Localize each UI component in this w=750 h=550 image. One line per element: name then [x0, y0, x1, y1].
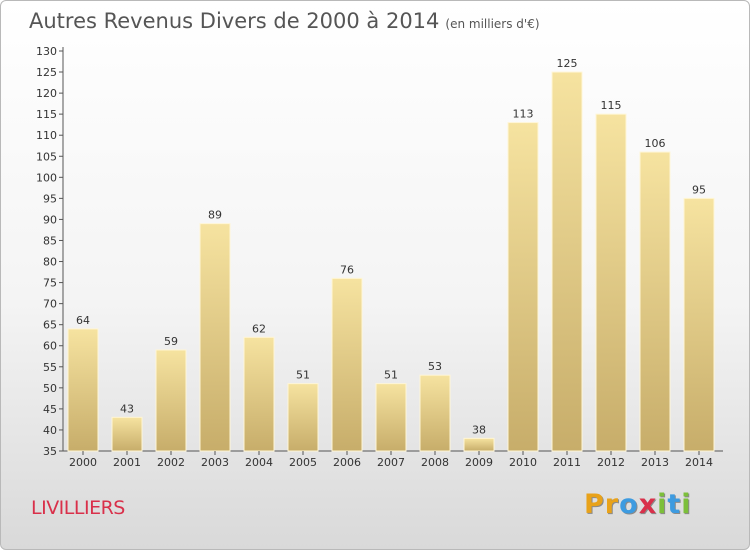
bar [287, 383, 319, 452]
chart-title-text: Autres Revenus Divers de 2000 à 2014 [29, 9, 440, 33]
x-tick-label: 2011 [553, 456, 581, 469]
bar [111, 416, 143, 452]
y-tick-label: 125 [36, 66, 57, 79]
bar [331, 277, 363, 452]
bar [199, 223, 231, 452]
x-tick-label: 2005 [289, 456, 317, 469]
place-name: LIVILLIERS [31, 497, 125, 519]
bar-value-label: 95 [692, 183, 706, 196]
y-tick-label: 50 [43, 382, 57, 395]
bar-value-label: 113 [513, 108, 534, 121]
bar [375, 383, 407, 452]
x-tick-label: 2014 [685, 456, 713, 469]
chart-title: Autres Revenus Divers de 2000 à 2014 (en … [29, 9, 540, 33]
x-tick-label: 2000 [69, 456, 97, 469]
bar-value-label: 51 [296, 369, 310, 382]
logo-letter: o [619, 489, 639, 520]
bar-value-label: 76 [340, 263, 354, 276]
logo-letter: x [638, 489, 658, 520]
x-tick-label: 2013 [641, 456, 669, 469]
y-tick-label: 35 [43, 445, 57, 458]
bar-value-label: 53 [428, 360, 442, 373]
logo-letter: t [667, 489, 682, 520]
bar [243, 336, 275, 452]
x-tick-label: 2001 [113, 456, 141, 469]
y-tick-label: 95 [43, 192, 57, 205]
bar-value-label: 125 [557, 57, 578, 70]
bar [463, 437, 495, 452]
proxiti-logo: Proxiti [584, 489, 692, 520]
y-tick-label: 130 [36, 45, 57, 58]
x-tick-label: 2003 [201, 456, 229, 469]
y-tick-label: 70 [43, 298, 57, 311]
bar [155, 349, 187, 452]
bar-value-label: 115 [601, 99, 622, 112]
logo-letter: i [657, 489, 668, 520]
bar [67, 328, 99, 452]
y-tick-label: 40 [43, 424, 57, 437]
x-tick-label: 2002 [157, 456, 185, 469]
y-tick-label: 110 [36, 129, 57, 142]
logo-letter: P [584, 489, 605, 520]
logo-letter: i [681, 489, 692, 520]
y-tick-label: 55 [43, 361, 57, 374]
logo-letter: r [604, 489, 620, 520]
bar-value-label: 59 [164, 335, 178, 348]
bar-value-label: 106 [645, 137, 666, 150]
bar-value-label: 62 [252, 322, 266, 335]
y-tick-label: 85 [43, 234, 57, 247]
bar-value-label: 64 [76, 314, 90, 327]
bar [419, 374, 451, 452]
y-tick-label: 100 [36, 171, 57, 184]
x-tick-label: 2006 [333, 456, 361, 469]
y-tick-label: 45 [43, 403, 57, 416]
bar [551, 71, 583, 452]
bar [507, 122, 539, 452]
x-tick-label: 2007 [377, 456, 405, 469]
x-tick-label: 2010 [509, 456, 537, 469]
bar [683, 197, 715, 452]
y-tick-label: 90 [43, 213, 57, 226]
x-tick-label: 2012 [597, 456, 625, 469]
y-tick-label: 120 [36, 87, 57, 100]
y-tick-label: 105 [36, 150, 57, 163]
bar-value-label: 43 [120, 402, 134, 415]
x-tick-label: 2009 [465, 456, 493, 469]
y-tick-label: 60 [43, 340, 57, 353]
bar-value-label: 51 [384, 369, 398, 382]
bar [639, 151, 671, 452]
y-tick-label: 115 [36, 108, 57, 121]
y-tick-label: 75 [43, 277, 57, 290]
bar [595, 113, 627, 452]
y-tick-label: 65 [43, 319, 57, 332]
bar-value-label: 89 [208, 209, 222, 222]
bar-value-label: 38 [472, 423, 486, 436]
x-tick-label: 2004 [245, 456, 273, 469]
chart-title-unit: (en milliers d'€) [445, 17, 540, 31]
y-tick-label: 80 [43, 256, 57, 269]
x-tick-label: 2008 [421, 456, 449, 469]
